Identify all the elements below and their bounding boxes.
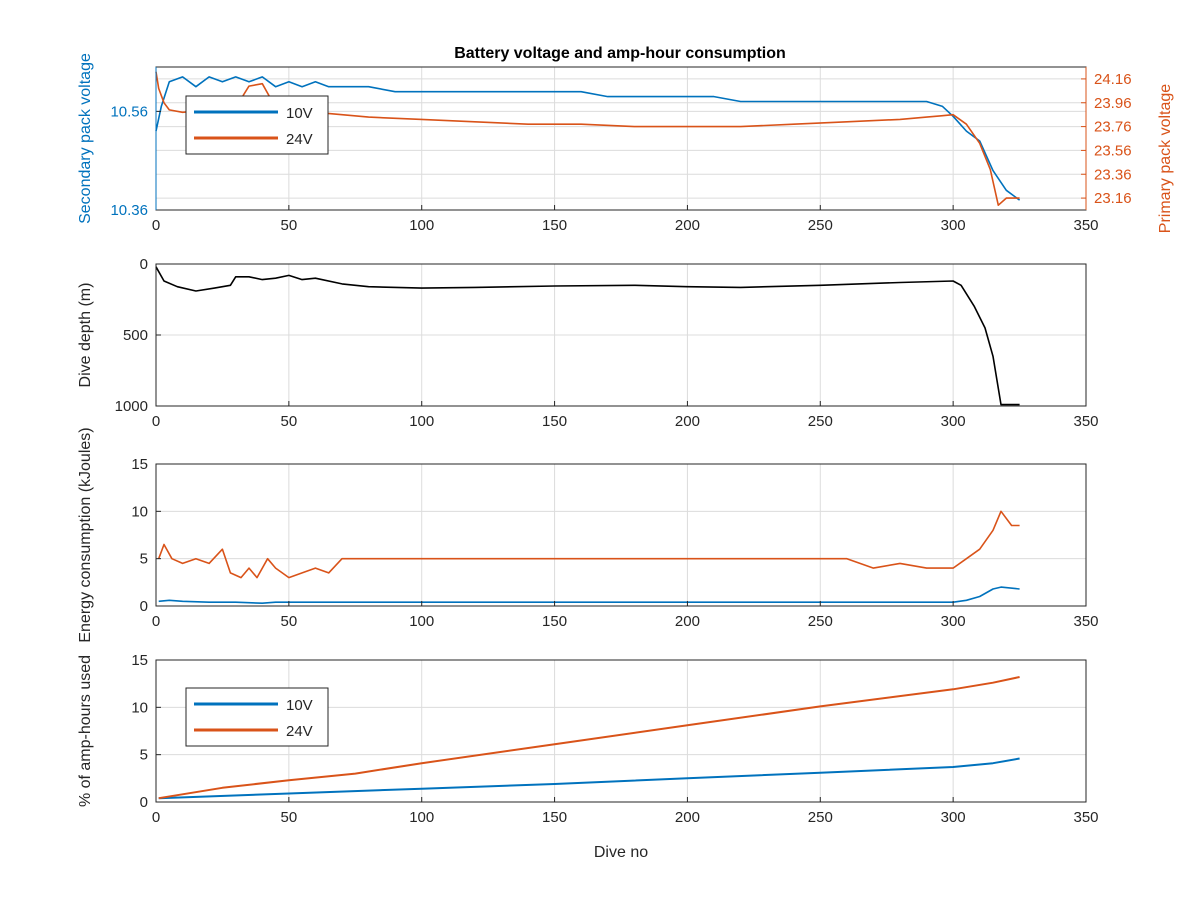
panel-voltage: 0 50 100 150 200 250 300 350 10.36 10.56 23.16 23.3… bbox=[77, 53, 1174, 234]
y2-tick-label: 23.16 bbox=[1094, 190, 1132, 207]
x-tick-label: 300 bbox=[941, 413, 966, 430]
legend-label-24v: 24V bbox=[286, 131, 313, 148]
y-axis-label: Energy consumption (kJoules) bbox=[77, 427, 94, 642]
x-tick-label: 350 bbox=[1073, 809, 1098, 826]
y-tick-label: 5 bbox=[140, 551, 148, 568]
y2-axis-label: Primary pack voltage bbox=[1157, 84, 1174, 233]
y-tick-label: 10 bbox=[131, 699, 148, 716]
x-tick-label: 100 bbox=[409, 217, 434, 234]
x-tick-label: 350 bbox=[1073, 217, 1098, 234]
x-tick-label: 100 bbox=[409, 413, 434, 430]
series-line-24v bbox=[157, 510, 1020, 579]
x-tick-label: 300 bbox=[941, 613, 966, 630]
x-tick-label: 150 bbox=[542, 809, 567, 826]
x-tick-label: 0 bbox=[152, 613, 160, 630]
x-tick-label: 150 bbox=[542, 413, 567, 430]
legend-label-10v: 10V bbox=[286, 105, 313, 122]
legend-label-10v: 10V bbox=[286, 697, 313, 714]
y-tick-label: 15 bbox=[131, 652, 148, 669]
x-tick-label: 300 bbox=[941, 217, 966, 234]
x-tick-label: 50 bbox=[281, 217, 298, 234]
y-tick-label: 0 bbox=[140, 794, 148, 811]
x-tick-label: 350 bbox=[1073, 613, 1098, 630]
y2-tick-label: 23.96 bbox=[1094, 95, 1132, 112]
x-tick-label: 150 bbox=[542, 217, 567, 234]
y2-tick-label: 24.16 bbox=[1094, 71, 1132, 88]
x-tick-label: 0 bbox=[152, 217, 160, 234]
x-tick-label: 50 bbox=[281, 613, 298, 630]
x-tick-label: 350 bbox=[1073, 413, 1098, 430]
legend-label-24v: 24V bbox=[286, 723, 313, 740]
legend-box bbox=[185, 687, 329, 747]
legend: 10V 24V bbox=[185, 687, 329, 747]
y-tick-label: 1000 bbox=[115, 398, 148, 415]
y-tick-label: 10.56 bbox=[110, 103, 148, 120]
panel-energy: 0 50 100 150 200 250 300 350 0 5 10 15 Energy consum… bbox=[77, 427, 1099, 642]
y2-tick-label: 23.76 bbox=[1094, 119, 1132, 136]
y-tick-label: 500 bbox=[123, 327, 148, 344]
y-axis-label: % of amp-hours used bbox=[77, 655, 94, 807]
y-tick-label: 10.36 bbox=[110, 202, 148, 219]
x-axis-label: Dive no bbox=[594, 844, 648, 861]
legend: 10V 24V bbox=[185, 95, 329, 155]
x-tick-label: 250 bbox=[808, 217, 833, 234]
x-tick-label: 0 bbox=[152, 413, 160, 430]
y-axis-label: Secondary pack voltage bbox=[77, 53, 94, 224]
y-axis-label: Dive depth (m) bbox=[77, 283, 94, 388]
x-tick-label: 100 bbox=[409, 809, 434, 826]
x-tick-label: 250 bbox=[808, 613, 833, 630]
panel-depth: 0 50 100 150 200 250 300 350 0 500 1000 Dive depth … bbox=[77, 256, 1099, 430]
series-line-10v bbox=[158, 757, 1020, 800]
series-line-depth bbox=[155, 266, 1020, 406]
x-tick-label: 250 bbox=[808, 809, 833, 826]
chart-title: Battery voltage and amp-hour consumption bbox=[454, 45, 786, 62]
panel-amphours: 0 50 100 150 200 250 300 350 0 5 10 15 % of amp-hour… bbox=[77, 652, 1099, 861]
x-tick-label: 200 bbox=[675, 413, 700, 430]
series-line-24v bbox=[158, 676, 1020, 800]
axes-box bbox=[155, 659, 1087, 803]
x-tick-label: 50 bbox=[281, 809, 298, 826]
y-tick-label: 15 bbox=[131, 456, 148, 473]
x-tick-label: 0 bbox=[152, 809, 160, 826]
subplots: 0 50 100 150 200 250 300 35010.3610.5623.1623.3… bbox=[77, 53, 1174, 861]
x-tick-label: 150 bbox=[542, 613, 567, 630]
series-line-10v bbox=[155, 76, 1021, 201]
x-tick-label: 200 bbox=[675, 613, 700, 630]
x-tick-label: 100 bbox=[409, 613, 434, 630]
x-tick-label: 300 bbox=[941, 809, 966, 826]
y-tick-label: 0 bbox=[140, 598, 148, 615]
x-tick-label: 200 bbox=[675, 809, 700, 826]
y-tick-label: 0 bbox=[140, 256, 148, 273]
axes-box bbox=[155, 463, 1087, 607]
series-line-10v bbox=[158, 586, 1020, 604]
x-tick-label: 250 bbox=[808, 413, 833, 430]
x-tick-label: 200 bbox=[675, 217, 700, 234]
y2-tick-label: 23.56 bbox=[1094, 142, 1132, 159]
legend-box bbox=[185, 95, 329, 155]
y-tick-label: 10 bbox=[131, 503, 148, 520]
x-tick-label: 50 bbox=[281, 413, 298, 430]
y-tick-label: 5 bbox=[140, 747, 148, 764]
y2-tick-label: 23.36 bbox=[1094, 166, 1132, 183]
